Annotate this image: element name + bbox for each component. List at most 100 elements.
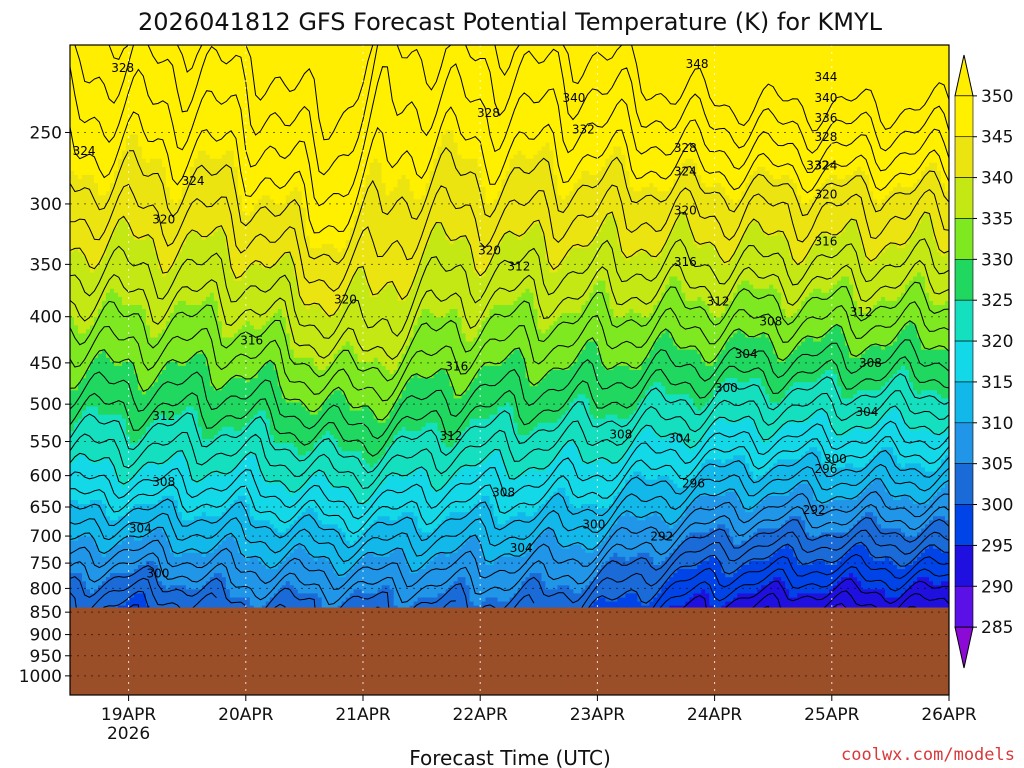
band-cell — [589, 45, 595, 91]
band-cell — [93, 357, 99, 408]
band-cell — [517, 240, 523, 298]
band-cell — [729, 138, 734, 200]
band-cell — [417, 45, 423, 58]
band-cell — [289, 349, 295, 404]
band-cell — [349, 154, 355, 229]
band-cell — [845, 276, 850, 347]
band-cell — [765, 443, 770, 473]
band-cell — [437, 491, 443, 525]
band-cell — [589, 414, 595, 465]
band-cell — [725, 130, 730, 196]
band-cell — [393, 370, 399, 404]
band-cell — [909, 235, 914, 282]
band-cell — [157, 158, 163, 270]
band-cell — [109, 105, 115, 184]
band-cell — [417, 528, 423, 570]
band-cell — [729, 260, 734, 302]
band-cell — [77, 536, 83, 574]
band-cell — [513, 516, 519, 558]
band-cell — [857, 581, 862, 631]
band-cell — [169, 199, 175, 270]
band-cell — [225, 382, 231, 428]
band-cell — [213, 231, 219, 302]
band-cell — [249, 556, 255, 607]
band-cell — [601, 45, 606, 99]
band-cell — [485, 418, 491, 460]
band-cell — [693, 532, 698, 570]
contour-label: 304 — [668, 432, 691, 446]
band-cell — [929, 219, 934, 302]
band-cell — [597, 544, 602, 570]
band-cell — [741, 455, 746, 509]
band-cell — [505, 45, 511, 107]
band-cell — [101, 581, 107, 611]
band-cell — [717, 317, 722, 355]
band-cell — [349, 227, 355, 282]
band-cell — [705, 495, 710, 534]
band-cell — [725, 459, 730, 493]
band-cell — [185, 406, 191, 469]
band-cell — [529, 386, 535, 432]
band-cell — [153, 565, 159, 635]
band-cell — [277, 203, 283, 261]
band-cell — [893, 300, 898, 343]
band-cell — [933, 305, 938, 351]
band-cell — [485, 203, 491, 270]
band-cell — [313, 475, 319, 513]
band-cell — [625, 560, 630, 595]
band-cell — [845, 577, 850, 615]
band-cell — [309, 126, 315, 249]
band-cell — [417, 317, 423, 379]
band-cell — [193, 305, 199, 355]
band-cell — [477, 61, 483, 168]
band-cell — [421, 195, 427, 253]
band-cell — [353, 272, 359, 355]
band-cell — [333, 45, 339, 164]
band-cell — [101, 349, 107, 416]
isentrope-line — [84, 45, 129, 61]
band-cell — [293, 276, 299, 359]
band-cell — [929, 500, 934, 521]
band-cell — [801, 264, 806, 302]
band-cell — [589, 504, 595, 554]
band-cell — [653, 187, 658, 261]
band-cell — [249, 418, 255, 456]
band-cell — [777, 231, 782, 294]
band-cell — [301, 305, 307, 359]
band-cell — [549, 463, 555, 497]
band-cell — [677, 349, 682, 395]
band-cell — [377, 292, 383, 363]
band-cell — [333, 248, 339, 314]
band-cell — [945, 191, 949, 253]
band-cell — [541, 45, 547, 66]
band-cell — [461, 394, 467, 432]
band-cell — [213, 158, 219, 233]
band-cell — [725, 528, 730, 578]
band-cell — [529, 430, 535, 469]
band-cell — [585, 300, 591, 343]
band-cell — [461, 235, 467, 335]
band-cell — [409, 512, 415, 574]
band-cell — [857, 166, 862, 233]
band-cell — [241, 426, 247, 460]
band-cell — [213, 435, 219, 473]
band-cell — [701, 361, 706, 408]
band-cell — [269, 114, 275, 200]
band-cell — [401, 552, 407, 615]
band-cell — [621, 556, 626, 599]
band-cell — [421, 569, 427, 599]
band-cell — [869, 556, 874, 590]
band-cell — [189, 231, 195, 306]
colorbar-swatch — [954, 504, 974, 546]
contour-label: 300 — [715, 381, 738, 395]
band-cell — [633, 370, 638, 412]
band-cell — [865, 175, 870, 261]
band-cell — [589, 552, 595, 582]
band-cell — [917, 337, 922, 395]
band-cell — [145, 426, 151, 465]
band-cell — [293, 447, 299, 493]
band-cell — [561, 81, 567, 200]
band-cell — [197, 77, 203, 152]
contour-label: 332 — [572, 122, 595, 136]
band-cell — [469, 536, 475, 603]
